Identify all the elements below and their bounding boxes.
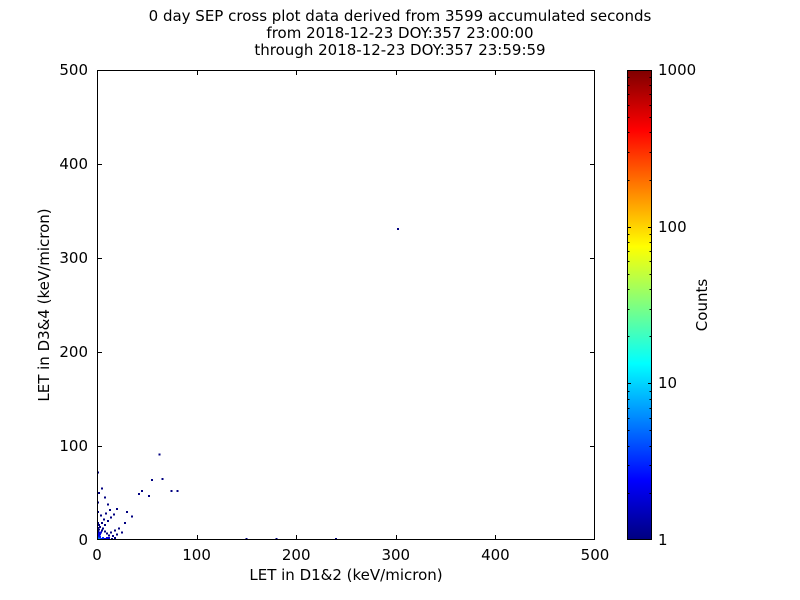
colorbar-tick-label: 100 [658, 217, 687, 236]
x-tick-label: 100 [182, 546, 211, 564]
y-tick-label: 400 [59, 155, 88, 173]
x-tick-label: 300 [381, 546, 411, 564]
x-tick-label: 0 [92, 546, 102, 564]
x-tick-label: 400 [481, 546, 510, 564]
chart-subtitle-through: through 2018-12-23 DOY:357 23:59:59 [254, 41, 546, 59]
x-axis-label: LET in D1&2 (keV/micron) [249, 566, 443, 584]
y-tick-label: 200 [59, 343, 88, 361]
colorbar-label: Counts [693, 278, 711, 332]
chart-title: 0 day SEP cross plot data derived from 3… [148, 7, 652, 25]
plot-area [97, 70, 595, 540]
y-axis-label: LET in D3&4 (keV/micron) [35, 208, 53, 402]
chart-subtitle-from: from 2018-12-23 DOY:357 23:00:00 [266, 24, 534, 42]
y-tick-label: 300 [59, 249, 88, 267]
colorbar-tick-label: 1 [658, 531, 668, 549]
y-tick-label: 0 [78, 531, 88, 549]
colorbar-tick-label: 10 [658, 374, 678, 393]
colorbar-ticks [627, 70, 652, 540]
y-tick-label: 100 [59, 437, 88, 455]
colorbar-tick-label: 1000 [658, 61, 697, 79]
x-tick-label: 500 [580, 546, 610, 564]
x-tick-label: 200 [281, 546, 311, 564]
colorbar [627, 70, 652, 540]
y-tick-label: 500 [59, 61, 88, 79]
